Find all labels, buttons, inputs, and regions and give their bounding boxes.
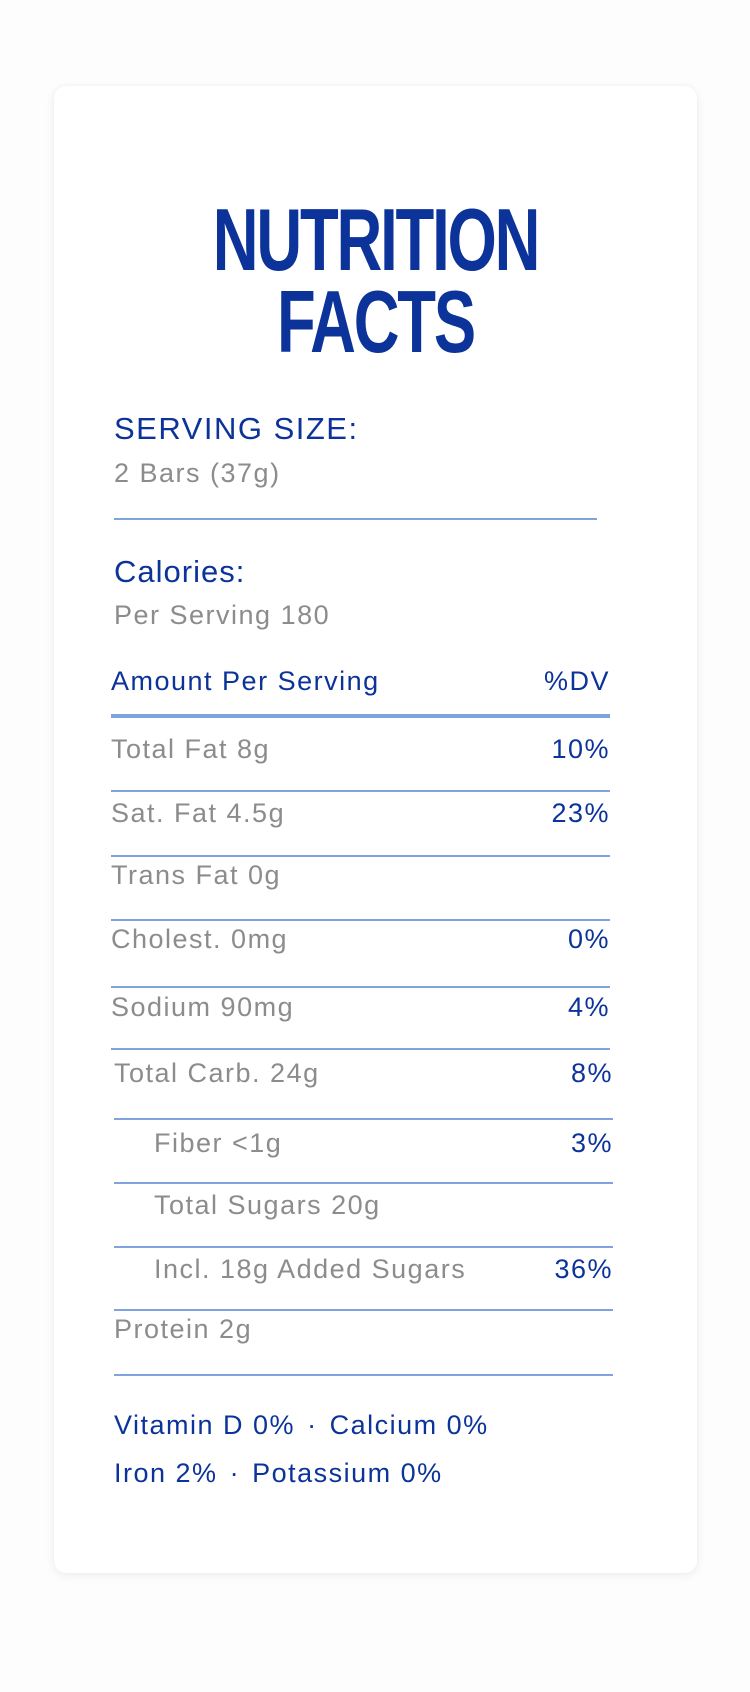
row-divider (111, 919, 610, 921)
divider (114, 518, 597, 520)
row-divider (111, 790, 610, 792)
nutrient-name: Incl. 18g Added Sugars (154, 1254, 467, 1284)
row-divider (114, 1374, 613, 1376)
serving-size-label: SERVING SIZE: (114, 411, 359, 446)
calories-label: Calories: (114, 554, 246, 589)
nutrient-dv: 8% (570, 1058, 613, 1088)
iron-value: Iron 2% (114, 1458, 218, 1488)
row-divider (114, 1309, 613, 1311)
nutrient-name: Total Fat 8g (111, 734, 271, 764)
nutrient-name: Total Sugars 20g (154, 1190, 381, 1220)
table-header: Amount Per Serving %DV (111, 666, 610, 706)
nutrient-row-protein: Protein 2g (114, 1314, 613, 1354)
nutrient-row-fiber: Fiber <1g 3% (114, 1128, 613, 1168)
nutrient-row-added-sugars: Incl. 18g Added Sugars 36% (114, 1254, 613, 1294)
nutrient-name: Total Carb. 24g (114, 1058, 320, 1088)
row-divider (114, 1182, 613, 1184)
row-divider (111, 1048, 610, 1050)
row-divider (114, 1246, 613, 1248)
nutrient-dv: 36% (554, 1254, 613, 1284)
nutrition-facts-card: NUTRITION FACTS SERVING SIZE: 2 Bars (37… (54, 86, 697, 1573)
daily-value-header: %DV (543, 666, 610, 696)
vitamin-d-value: Vitamin D 0% (114, 1410, 296, 1440)
potassium-value: Potassium 0% (252, 1458, 443, 1488)
vitamins-line-2: Iron 2% · Potassium 0% (114, 1458, 443, 1489)
title-nutrition: NUTRITION (212, 190, 541, 289)
amount-per-serving-header: Amount Per Serving (111, 666, 380, 696)
vitamins-line-1: Vitamin D 0% · Calcium 0% (114, 1410, 489, 1441)
nutrient-name: Protein 2g (114, 1314, 253, 1344)
separator-dot: · (307, 1410, 318, 1440)
nutrient-row-total-fat: Total Fat 8g 10% (111, 734, 610, 774)
title-facts: FACTS (277, 272, 476, 371)
serving-size-value: 2 Bars (37g) (114, 458, 281, 488)
nutrient-name: Fiber <1g (154, 1128, 283, 1158)
nutrient-name: Sodium 90mg (111, 992, 295, 1022)
calcium-value: Calcium 0% (329, 1410, 489, 1440)
row-divider (111, 986, 610, 988)
calories-value: Per Serving 180 (114, 600, 331, 630)
row-divider (114, 1118, 613, 1120)
nutrient-row-total-carb: Total Carb. 24g 8% (114, 1058, 613, 1098)
nutrient-dv: 10% (551, 734, 610, 764)
nutrient-name: Cholest. 0mg (111, 924, 289, 954)
nutrient-dv: 0% (567, 924, 610, 954)
nutrient-dv: 3% (570, 1128, 613, 1158)
nutrient-row-trans-fat: Trans Fat 0g (111, 860, 610, 900)
nutrient-row-sat-fat: Sat. Fat 4.5g 23% (111, 798, 610, 838)
header-divider (111, 714, 610, 718)
nutrient-row-cholesterol: Cholest. 0mg 0% (111, 924, 610, 964)
row-divider (111, 855, 610, 857)
nutrient-row-sodium: Sodium 90mg 4% (111, 992, 610, 1032)
nutrient-name: Sat. Fat 4.5g (111, 798, 286, 828)
separator-dot: · (229, 1458, 241, 1488)
nutrient-dv: 23% (551, 798, 610, 828)
nutrient-row-total-sugars: Total Sugars 20g (114, 1190, 613, 1230)
nutrient-dv: 4% (567, 992, 610, 1022)
nutrient-name: Trans Fat 0g (111, 860, 282, 890)
